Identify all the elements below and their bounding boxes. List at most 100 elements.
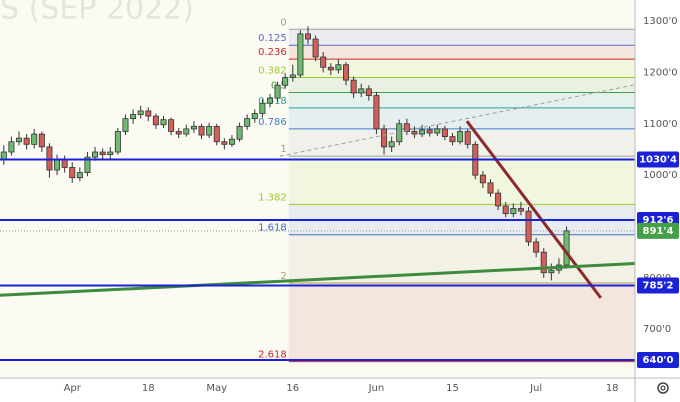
fib-label: 1.382 [258,192,287,203]
candle-body [274,84,281,99]
trendline [279,84,636,157]
trendline [465,120,602,299]
candle-body [92,151,99,158]
trendline [0,261,636,297]
x-tick-label: Jul [529,383,542,394]
candle-body [495,192,502,207]
fib-zone [288,156,635,205]
candle-body [259,102,266,114]
candle-body [419,129,426,135]
fib-zone [288,77,635,93]
candle-body [441,128,448,138]
y-tick-label: 1000'0 [643,170,678,181]
candle-body [160,119,167,126]
x-tick-label: 15 [446,383,459,394]
x-tick-label: 18 [606,383,619,394]
candle-body [266,97,273,104]
candle-body [449,136,456,143]
price-tag-label: 912'6 [643,215,674,226]
fib-label: 0.125 [258,33,287,44]
candle-body [23,137,30,145]
candle-body [479,174,486,184]
time-axis [0,378,635,402]
candle-body [152,115,159,126]
candle-body [540,251,547,274]
x-tick-label: Apr [64,383,82,394]
fib-zone [288,107,635,129]
candle-body [190,125,197,130]
candle-body [145,110,152,117]
fib-zone [288,29,635,46]
candle-body [525,210,532,243]
x-tick-label: May [206,383,227,394]
candle-body [373,95,380,130]
candle-body [381,128,388,148]
candle-body [464,131,471,145]
candle-body [533,241,540,253]
candle-body [510,208,517,215]
candle-body [426,129,433,134]
y-tick-label: 1200'0 [643,67,678,78]
candle-body [206,125,213,136]
candle-body [388,141,395,148]
candle-body [304,33,311,40]
fib-label: 0.382 [258,66,287,77]
last-price-tag [637,222,679,239]
y-tick-label: 1300'0 [643,16,678,27]
candle-body [487,182,494,194]
fib-label: 1 [280,144,286,155]
fib-label: 0.236 [258,47,287,58]
price-tag [637,352,679,369]
candle-body [517,208,524,212]
candle-body [31,133,38,145]
candle-body [183,128,190,135]
settings-icon[interactable] [657,382,669,394]
candle-body [122,118,129,132]
candle-body [244,118,251,127]
candle-body [137,110,144,115]
fib-zone [288,282,635,362]
price-tag [637,151,679,168]
candle-body [548,269,555,274]
candle-body [457,131,464,143]
candle-body [8,141,15,153]
candle-body [61,159,68,168]
candle-body [434,128,441,134]
price-axis [635,0,680,402]
candle-body [38,133,45,148]
candle-body [107,151,114,155]
candle-body [502,205,509,215]
x-tick-label: Jun [368,383,385,394]
plot-background [0,0,635,378]
candle-body [236,125,243,140]
candle-body [251,113,258,120]
candle-body [130,114,137,120]
fib-label: 0.786 [258,117,287,128]
candle-body [76,172,83,179]
candle-body [365,88,372,96]
candle-body [289,74,296,78]
candle-body [343,64,350,81]
candle-body [84,156,91,173]
candle-body [350,79,357,94]
candle-body [312,38,319,58]
fib-zone [288,45,635,60]
candle-body [54,159,61,171]
candle-body [175,131,182,135]
price-tag-label: 1030'4 [639,155,677,166]
price-tag-label: 785'2 [643,280,674,291]
price-tag-label: 640'0 [643,355,674,366]
candle-body [198,125,205,136]
candle-body [403,123,410,132]
candle-body [114,131,121,153]
x-tick-label: 16 [286,383,299,394]
x-tick-label: 18 [142,383,155,394]
last-price-label: 891'4 [643,226,674,237]
candle-body [282,77,289,86]
y-tick-label: 1100'0 [643,119,678,130]
candle-body [297,33,304,76]
fib-zone [288,234,635,283]
fib-label: 2 [280,271,286,282]
candle-body [46,146,53,171]
